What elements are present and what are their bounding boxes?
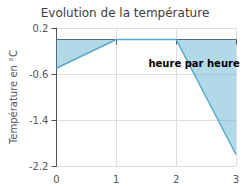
svg-text:Evolution de la température: Evolution de la température: [41, 6, 210, 20]
svg-text:1: 1: [113, 174, 119, 185]
svg-text:0: 0: [53, 174, 59, 185]
svg-text:-2.2: -2.2: [29, 161, 49, 172]
svg-text:heure par heure: heure par heure: [148, 58, 239, 69]
svg-text:-1.4: -1.4: [29, 115, 49, 126]
svg-text:3: 3: [233, 174, 239, 185]
svg-text:-0.6: -0.6: [29, 69, 49, 80]
svg-text:2: 2: [173, 174, 179, 185]
svg-text:Température en °C: Température en °C: [8, 50, 19, 145]
svg-text:0.2: 0.2: [33, 23, 49, 34]
